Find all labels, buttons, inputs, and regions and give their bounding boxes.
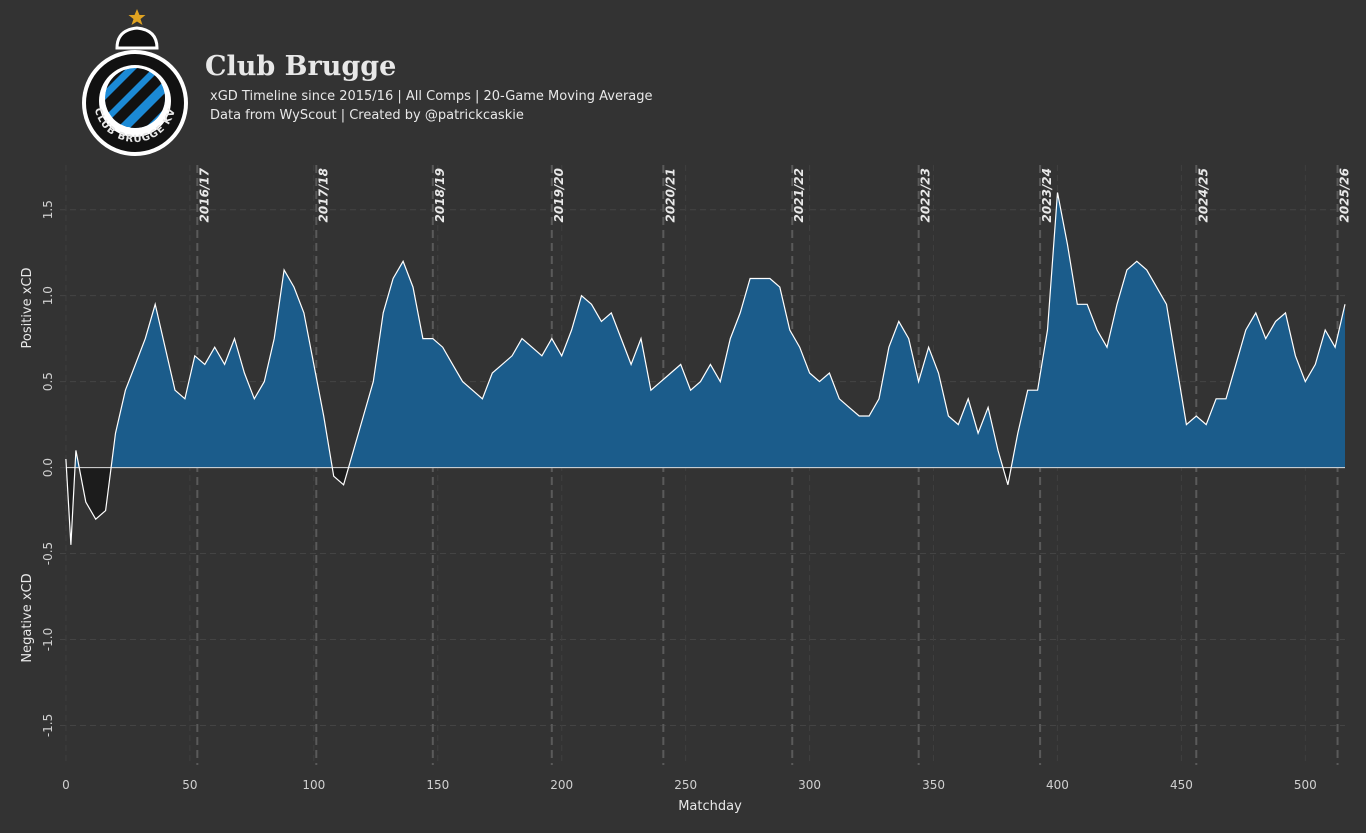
plot-area: -1.5 -1.0 -0.5 0.0 0.5 1.0 1.5 0 50 100 150 200 250 3… [41, 165, 1352, 792]
season-label: 2025/26 [1338, 168, 1352, 222]
x-tick-label: 150 [426, 778, 449, 792]
x-tick-label: 50 [182, 778, 197, 792]
y-tick-label: 1.5 [41, 200, 55, 219]
x-tick-label: 350 [922, 778, 945, 792]
x-tick-label: 300 [798, 778, 821, 792]
y-tick-label: 0.5 [41, 372, 55, 391]
season-label: 2022/23 [919, 168, 933, 222]
season-label: 2023/24 [1040, 168, 1054, 222]
x-axis-label: Matchday [678, 799, 742, 814]
y-tick-label: 1.0 [41, 286, 55, 305]
x-tick-label: 450 [1170, 778, 1193, 792]
y-axis-label-positive: Positive xCD [20, 267, 35, 348]
x-tick-label: 200 [550, 778, 573, 792]
y-tick-label: -1.0 [41, 628, 55, 651]
subtitle: xGD Timeline since 2015/16 | All Comps |… [210, 89, 653, 104]
y-tick-label: 0.0 [41, 458, 55, 477]
x-tick-label: 500 [1294, 778, 1317, 792]
season-label: 2019/20 [552, 168, 566, 222]
season-label: 2024/25 [1196, 168, 1210, 222]
x-tick-label: 400 [1046, 778, 1069, 792]
y-tick-label: -0.5 [41, 542, 55, 565]
x-tick-label: 0 [62, 778, 70, 792]
season-label: 2018/19 [433, 168, 447, 222]
caption: Data from WyScout | Created by @patrickc… [210, 108, 524, 123]
y-axis-label-negative: Negative xCD [20, 573, 35, 662]
x-tick-label: 100 [302, 778, 325, 792]
season-label: 2016/17 [197, 167, 211, 222]
x-tick-label: 250 [674, 778, 697, 792]
xgd-line [65, 192, 1346, 545]
season-label: 2021/22 [792, 168, 806, 222]
logo: CLUB BRUGGE KV [82, 9, 188, 156]
season-label: 2017/18 [316, 168, 330, 222]
chart-title: Club Brugge [205, 51, 396, 82]
y-tick-label: -1.5 [41, 714, 55, 737]
season-label: 2020/21 [663, 168, 677, 222]
positive-area [65, 192, 1345, 468]
